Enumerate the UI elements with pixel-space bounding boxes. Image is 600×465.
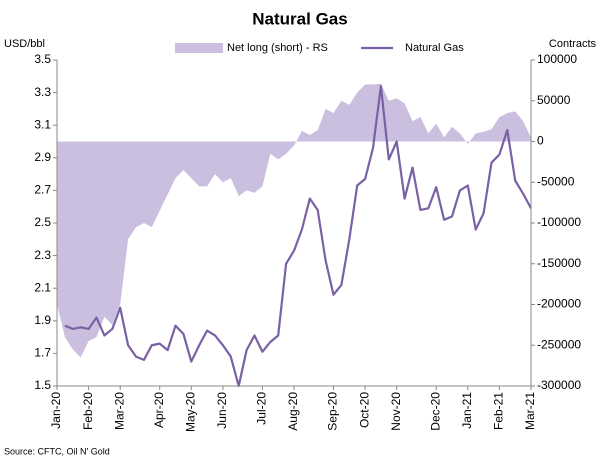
x-tick-label: Mar-20 (112, 392, 126, 430)
y2-tick-label: -250000 (537, 337, 581, 351)
y-tick-label: 2.3 (34, 248, 51, 262)
source-note: Source: CFTC, Oil N' Gold (4, 446, 110, 456)
y2-tick-label: -150000 (537, 256, 581, 270)
y2-axis-label: Contracts (549, 38, 597, 50)
x-tick-label: Apr-20 (152, 392, 166, 428)
legend-swatch (175, 43, 223, 53)
x-tick-label: Nov-20 (389, 392, 403, 431)
y-axis-label: USD/bbl (4, 38, 45, 50)
x-tick-label: May-20 (183, 392, 197, 432)
y-tick-label: 1.7 (34, 346, 51, 360)
y2-tick-label: -300000 (537, 378, 581, 392)
x-tick-label: Aug-20 (286, 392, 300, 431)
x-tick-label: Sep-20 (326, 392, 340, 431)
y2-tick-label: 0 (537, 134, 544, 148)
legend-label: Natural Gas (405, 42, 464, 54)
legend-label: Net long (short) - RS (227, 42, 328, 54)
y-tick-label: 2.5 (34, 215, 51, 229)
y2-tick-label: -50000 (537, 174, 575, 188)
plot-area (57, 83, 532, 388)
y-tick-label: 3.5 (34, 52, 51, 66)
y-tick-label: 2.7 (34, 183, 51, 197)
y2-tick-label: 50000 (537, 93, 571, 107)
chart-title: Natural Gas (252, 9, 347, 28)
y2-tick-label: -100000 (537, 215, 581, 229)
x-tick-label: Jan-21 (460, 392, 474, 429)
y-tick-label: 1.5 (34, 378, 51, 392)
y2-tick-label: -200000 (537, 297, 581, 311)
x-tick-label: Feb-20 (81, 392, 95, 430)
net-position-area (57, 83, 531, 358)
price-line (64, 84, 532, 388)
y-tick-label: 2.1 (34, 280, 51, 294)
x-tick-label: Jul-20 (255, 392, 269, 425)
x-tick-label: Oct-20 (357, 392, 371, 428)
x-tick-label: Jun-20 (215, 392, 229, 429)
y-tick-label: 2.9 (34, 150, 51, 164)
y-tick-label: 1.9 (34, 313, 51, 327)
y-tick-label: 3.3 (34, 85, 51, 99)
y2-tick-label: 100000 (537, 52, 577, 66)
x-tick-label: Jan-20 (49, 392, 63, 429)
x-tick-label: Feb-21 (492, 392, 506, 430)
y-tick-label: 3.1 (34, 117, 51, 131)
x-tick-label: Dec-20 (428, 392, 442, 431)
x-tick-label: Mar-21 (523, 392, 537, 430)
